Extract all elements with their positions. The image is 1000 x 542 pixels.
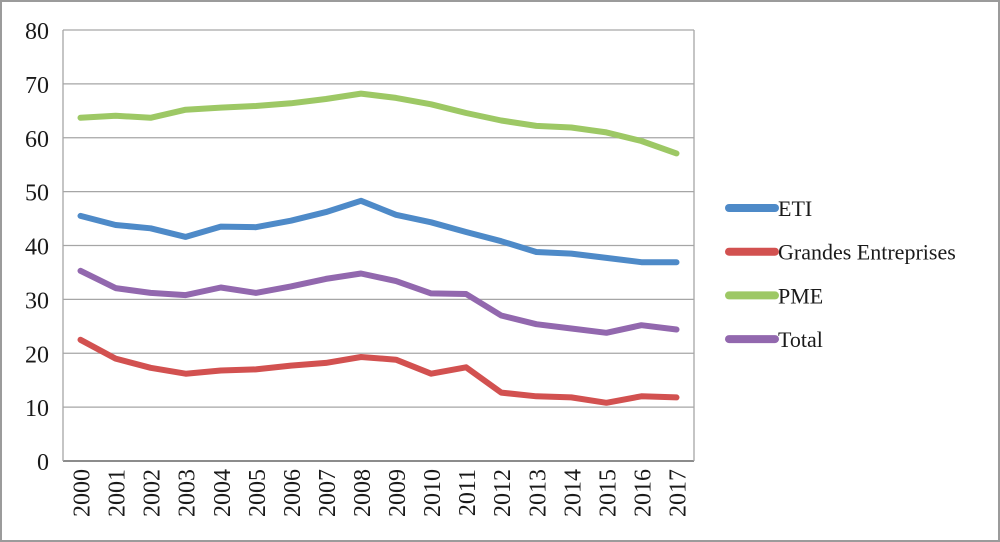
legend-item-grandes-entreprises: Grandes Entreprises: [725, 240, 956, 265]
x-axis-tick-label: 2003: [175, 469, 201, 517]
y-axis-tick-label: 40: [25, 235, 49, 261]
x-axis-tick-label: 2016: [630, 469, 656, 517]
x-axis-tick-label: 2008: [350, 469, 376, 517]
x-axis-tick-label: 2009: [385, 469, 411, 517]
legend: ETI Grandes Entreprises PME Total: [725, 196, 956, 352]
y-axis-tick-label: 10: [25, 396, 49, 422]
x-axis-tick-label: 2010: [420, 469, 446, 517]
legend-item-total: Total: [725, 327, 823, 352]
y-axis-tick-label: 60: [25, 127, 49, 153]
x-axis-tick-label: 2004: [210, 469, 236, 517]
x-axis-tick-label: 2007: [315, 469, 341, 517]
series-line-grandes-entreprises: [77, 336, 680, 406]
legend-item-eti: ETI: [725, 196, 812, 221]
y-axis-tick-label: 70: [25, 73, 49, 99]
legend-item-pme: PME: [725, 283, 823, 308]
x-axis-tick-label: 2017: [665, 469, 691, 517]
series-line-total: [77, 267, 680, 336]
legend-label: PME: [778, 283, 823, 308]
x-axis-tick-label: 2005: [245, 469, 271, 517]
x-axis-tick-label: 2011: [455, 469, 481, 516]
x-axis-tick-label: 2000: [70, 469, 96, 517]
x-axis-tick-label: 2014: [560, 469, 586, 517]
y-axis-tick-label: 30: [25, 288, 49, 314]
x-axis-tick-label: 2002: [140, 469, 166, 517]
legend-label: ETI: [778, 196, 812, 221]
legend-label: Total: [778, 327, 823, 352]
x-axis-tick-label: 2013: [525, 469, 551, 517]
x-axis-tick-label: 2006: [280, 469, 306, 517]
y-axis-tick-label: 0: [37, 450, 49, 476]
legend-label: Grandes Entreprises: [778, 240, 956, 265]
x-axis-tick-label: 2012: [490, 469, 516, 517]
x-axis-tick-label: 2015: [595, 469, 621, 517]
y-axis-tick-label: 50: [25, 181, 49, 207]
x-axis-tick-label: 2001: [105, 469, 131, 517]
series-line-pme: [77, 90, 680, 157]
y-axis-tick-label: 20: [25, 342, 49, 368]
y-axis-tick-label: 80: [25, 19, 49, 45]
series-line-eti: [77, 197, 680, 266]
